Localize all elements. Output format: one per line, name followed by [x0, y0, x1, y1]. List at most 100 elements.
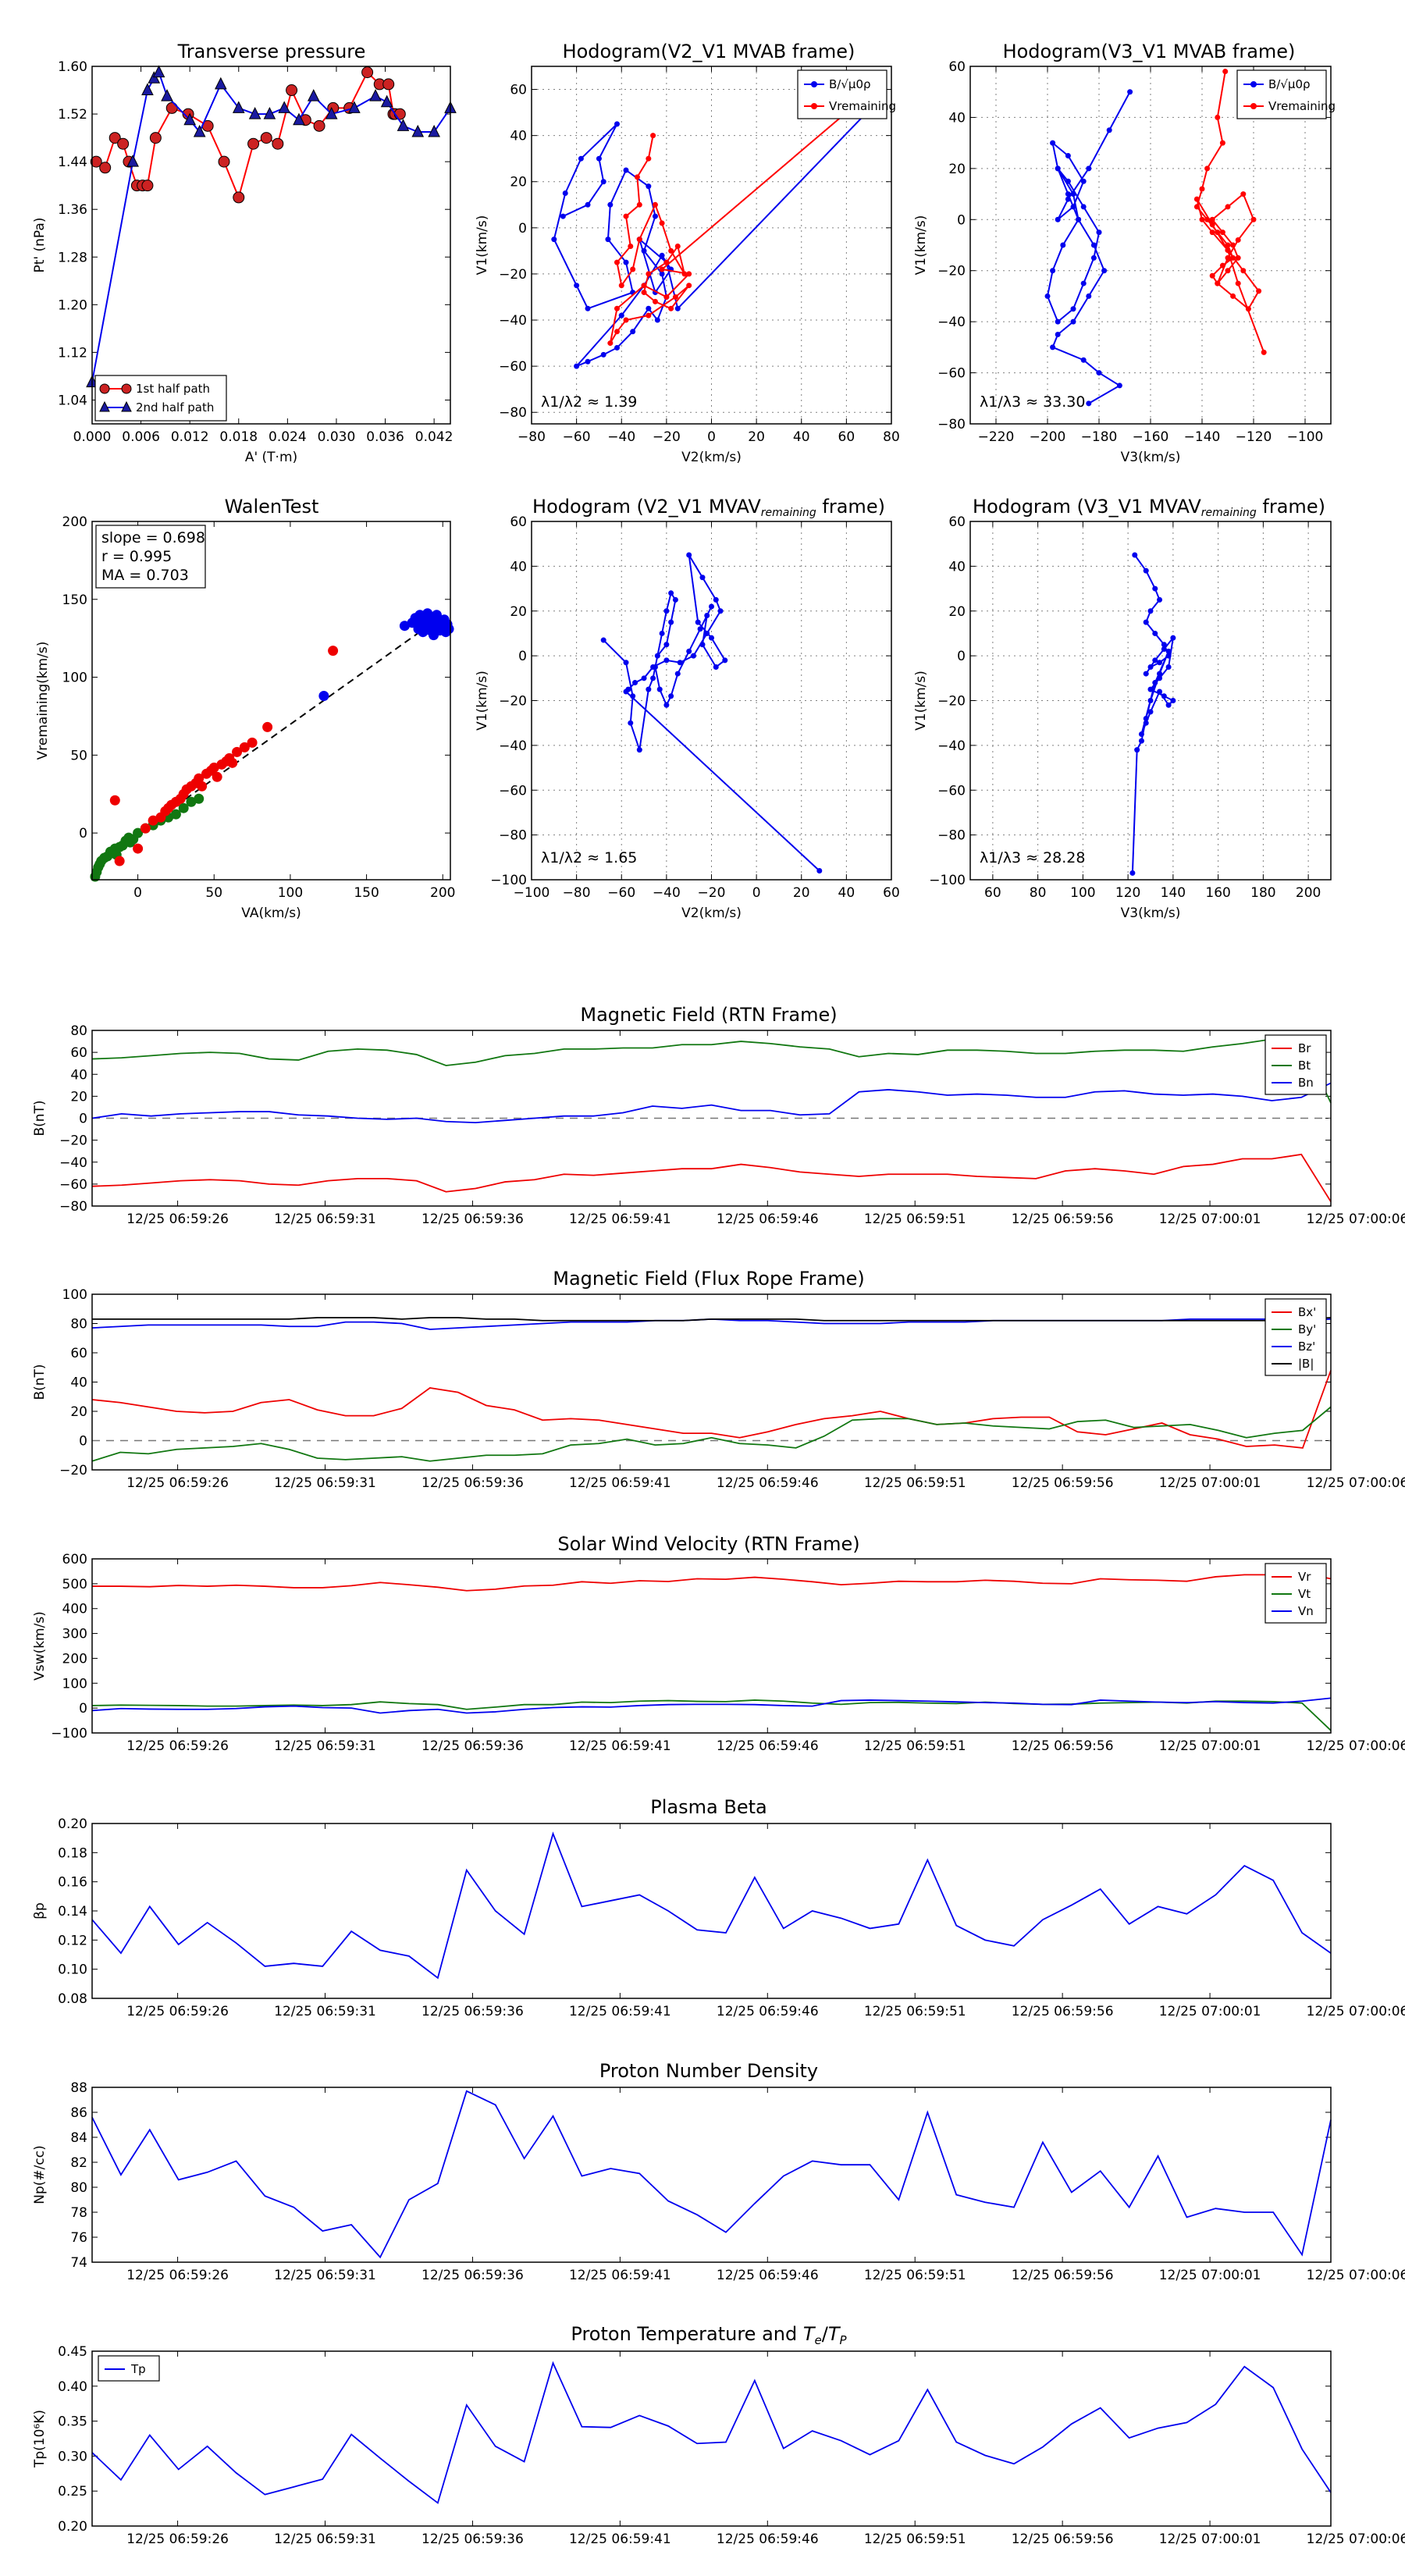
y-tick-label: 80 — [70, 2180, 87, 2196]
x-tick-label: 12/25 07:00:01 — [1159, 2268, 1261, 2283]
data-point-red — [208, 762, 219, 773]
data-point — [686, 648, 692, 654]
data-point — [108, 132, 121, 144]
series-line-1 — [609, 112, 848, 344]
axes-frame — [969, 66, 1332, 425]
legend-label: Tp — [130, 2362, 146, 2376]
data-point — [1230, 242, 1236, 248]
y-tick-label: 0 — [957, 649, 966, 664]
data-point — [313, 119, 325, 132]
chart-proton_temperature: 0.20 0.25 0.30 0.35 0.40 0.45 12/25 06:59:26 12… — [32, 2344, 1405, 2547]
y-tick-label: 200 — [62, 1651, 87, 1667]
data-point — [585, 201, 591, 208]
data-point — [674, 671, 681, 677]
x-tick-label: 12/25 06:59:56 — [1012, 2004, 1114, 2019]
y-tick-label: −20 — [499, 267, 527, 283]
y-tick-label: −20 — [59, 1133, 87, 1149]
data-point — [578, 155, 584, 162]
data-point — [630, 266, 636, 272]
data-point — [663, 642, 670, 648]
y-tick-label: −80 — [59, 1199, 87, 1215]
data-point — [141, 83, 154, 96]
data-point — [1152, 680, 1158, 686]
data-point — [247, 137, 260, 150]
x-tick-label: −40 — [653, 885, 681, 901]
y-tick-label: 40 — [510, 559, 527, 575]
data-point — [1147, 698, 1154, 703]
y-tick-label: 1.28 — [58, 250, 87, 265]
data-point — [1215, 229, 1221, 236]
data-point — [650, 675, 656, 681]
data-point — [1147, 664, 1154, 670]
y-tick-label: 0 — [957, 212, 966, 228]
x-tick-label: 12/25 06:59:36 — [422, 1738, 524, 1754]
data-point — [713, 664, 719, 670]
data-point — [663, 702, 670, 708]
chart-magnetic_field_rtn: −80 −60 −40 −20 0 20 40 60 80 12/25 06:59:26 12/25… — [32, 1023, 1405, 1227]
data-point — [600, 351, 606, 358]
y-tick-label: 76 — [70, 2230, 87, 2246]
data-point — [1204, 165, 1211, 172]
data-point — [1165, 648, 1172, 654]
data-point — [630, 693, 636, 699]
x-tick-label: 12/25 06:59:41 — [569, 2004, 671, 2019]
data-point — [260, 132, 272, 144]
data-point — [183, 112, 196, 126]
axes-frame — [91, 2087, 1332, 2263]
data-point — [1147, 709, 1154, 715]
data-point — [1225, 268, 1231, 274]
data-point-red — [247, 737, 258, 748]
y-tick-label: −40 — [937, 738, 966, 754]
data-point — [1090, 254, 1097, 261]
x-tick-label: −80 — [563, 885, 591, 901]
data-point — [411, 124, 425, 137]
legend-label: Bt — [1298, 1059, 1311, 1073]
data-point — [369, 89, 382, 101]
y-tick-label: 20 — [510, 175, 527, 190]
data-point — [1138, 738, 1144, 744]
y-tick-label: −60 — [499, 359, 527, 375]
data-point — [1147, 686, 1154, 692]
data-point-red — [227, 757, 238, 768]
data-point — [663, 608, 670, 614]
series-line-|B| — [92, 1317, 1332, 1322]
data-point — [1055, 216, 1061, 222]
y-tick-label: 0.40 — [58, 2379, 87, 2395]
data-point — [618, 283, 624, 289]
y-tick-label: 1.36 — [58, 202, 87, 218]
data-point — [623, 688, 629, 695]
y-axis-label: B(nT) — [32, 1100, 48, 1136]
data-point — [1065, 178, 1071, 184]
y-tick-label: 500 — [62, 1577, 87, 1592]
y-tick-label: 0.18 — [58, 1845, 87, 1861]
x-tick-label: 12/25 07:00:01 — [1159, 1212, 1261, 1227]
y-tick-label: 40 — [948, 110, 966, 126]
data-point-red — [194, 773, 205, 784]
data-point — [663, 294, 670, 300]
data-point — [668, 247, 674, 254]
y-tick-label: 0 — [518, 221, 527, 237]
data-point — [614, 121, 620, 127]
data-point — [1165, 653, 1172, 659]
series-line-0 — [1131, 554, 1175, 873]
data-point — [1225, 254, 1231, 261]
y-tick-label: 1.52 — [58, 107, 87, 123]
y-axis-label: Tp(10⁶K) — [32, 2410, 48, 2468]
data-point — [1070, 306, 1076, 312]
data-point — [1161, 646, 1167, 653]
y-tick-label: 20 — [70, 1089, 87, 1105]
data-point — [1060, 242, 1066, 248]
y-tick-label: 86 — [70, 2105, 87, 2121]
data-point — [614, 329, 620, 335]
y-tick-label: 60 — [948, 514, 966, 530]
x-tick-label: 0.006 — [122, 429, 160, 445]
data-point — [623, 259, 629, 265]
data-point — [1235, 254, 1241, 261]
x-tick-label: 12/25 06:59:36 — [422, 2268, 524, 2283]
x-tick-label: −140 — [1184, 429, 1221, 445]
legend-marker — [1250, 103, 1257, 109]
axes-frame — [91, 2350, 1332, 2527]
y-tick-label: 100 — [62, 1287, 87, 1303]
data-point — [1065, 196, 1071, 202]
chart-solar_wind_velocity: −100 0 100 200 300 400 500 600 12/25 06:59:26 12/… — [32, 1552, 1405, 1754]
